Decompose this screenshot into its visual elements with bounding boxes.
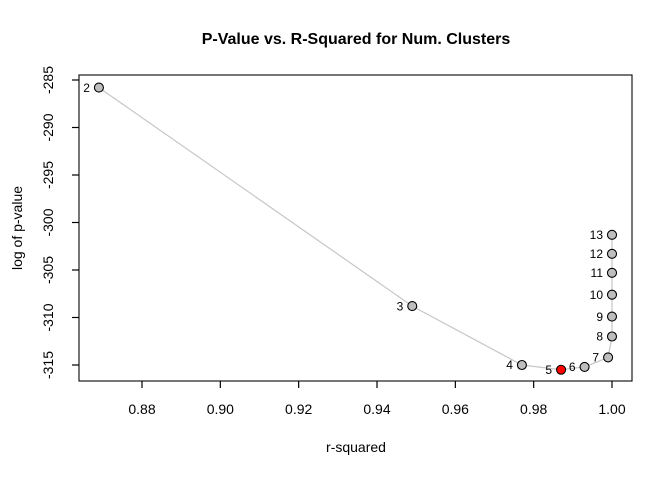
data-point (579, 361, 590, 372)
data-point (606, 248, 618, 259)
data-point (407, 301, 418, 312)
data-point-label: 9 (596, 310, 603, 324)
y-tick-label: -310 (40, 303, 56, 331)
x-tick-label: 0.96 (442, 401, 469, 417)
data-point (606, 311, 618, 322)
data-point-label: 10 (590, 288, 604, 302)
y-tick-label: -290 (40, 113, 56, 141)
data-point (603, 352, 614, 363)
x-tick-label: 0.88 (128, 401, 155, 417)
x-axis-title: r-squared (326, 439, 386, 455)
chart-title: P-Value vs. R-Squared for Num. Clusters (202, 31, 511, 48)
y-tick-label: -300 (40, 208, 56, 236)
x-tick-label: 0.98 (520, 401, 547, 417)
data-point-label: 13 (590, 228, 604, 242)
data-point-label: 8 (596, 330, 603, 344)
data-point-label: 3 (397, 299, 404, 313)
y-axis: -285 -290 -295 -300 -305 -310 -315 (40, 66, 79, 379)
x-tick-label: 0.94 (363, 401, 390, 417)
data-point-label: 2 (83, 81, 90, 95)
y-tick-label: -285 (40, 66, 56, 94)
data-point-highlighted (556, 364, 567, 375)
data-point (93, 82, 104, 93)
data-point-label: 12 (590, 247, 604, 261)
data-point-label: 5 (545, 363, 552, 377)
plot-area-border (78, 74, 633, 382)
data-point (606, 289, 618, 300)
x-tick-label: 0.92 (285, 401, 312, 417)
y-tick-label: -315 (40, 351, 56, 379)
data-point-label: 6 (569, 360, 576, 374)
data-point (606, 229, 618, 240)
x-tick-label: 0.90 (207, 401, 234, 417)
data-series: 2 3 4 5 6 7 8 9 10 11 12 13 (83, 81, 618, 377)
series-line (98, 87, 613, 371)
y-axis-title: log of p-value (9, 186, 25, 270)
y-tick-label: -305 (40, 256, 56, 284)
data-point (606, 267, 618, 278)
y-tick-label: -295 (40, 161, 56, 189)
x-tick-label: 1.00 (598, 401, 625, 417)
data-point (516, 359, 527, 371)
data-point-label: 4 (506, 358, 513, 372)
x-axis: 0.88 0.90 0.92 0.94 0.96 0.98 1.00 (128, 381, 626, 417)
data-point (606, 331, 618, 342)
data-point-label: 11 (591, 266, 604, 280)
data-point-label: 7 (592, 351, 599, 365)
